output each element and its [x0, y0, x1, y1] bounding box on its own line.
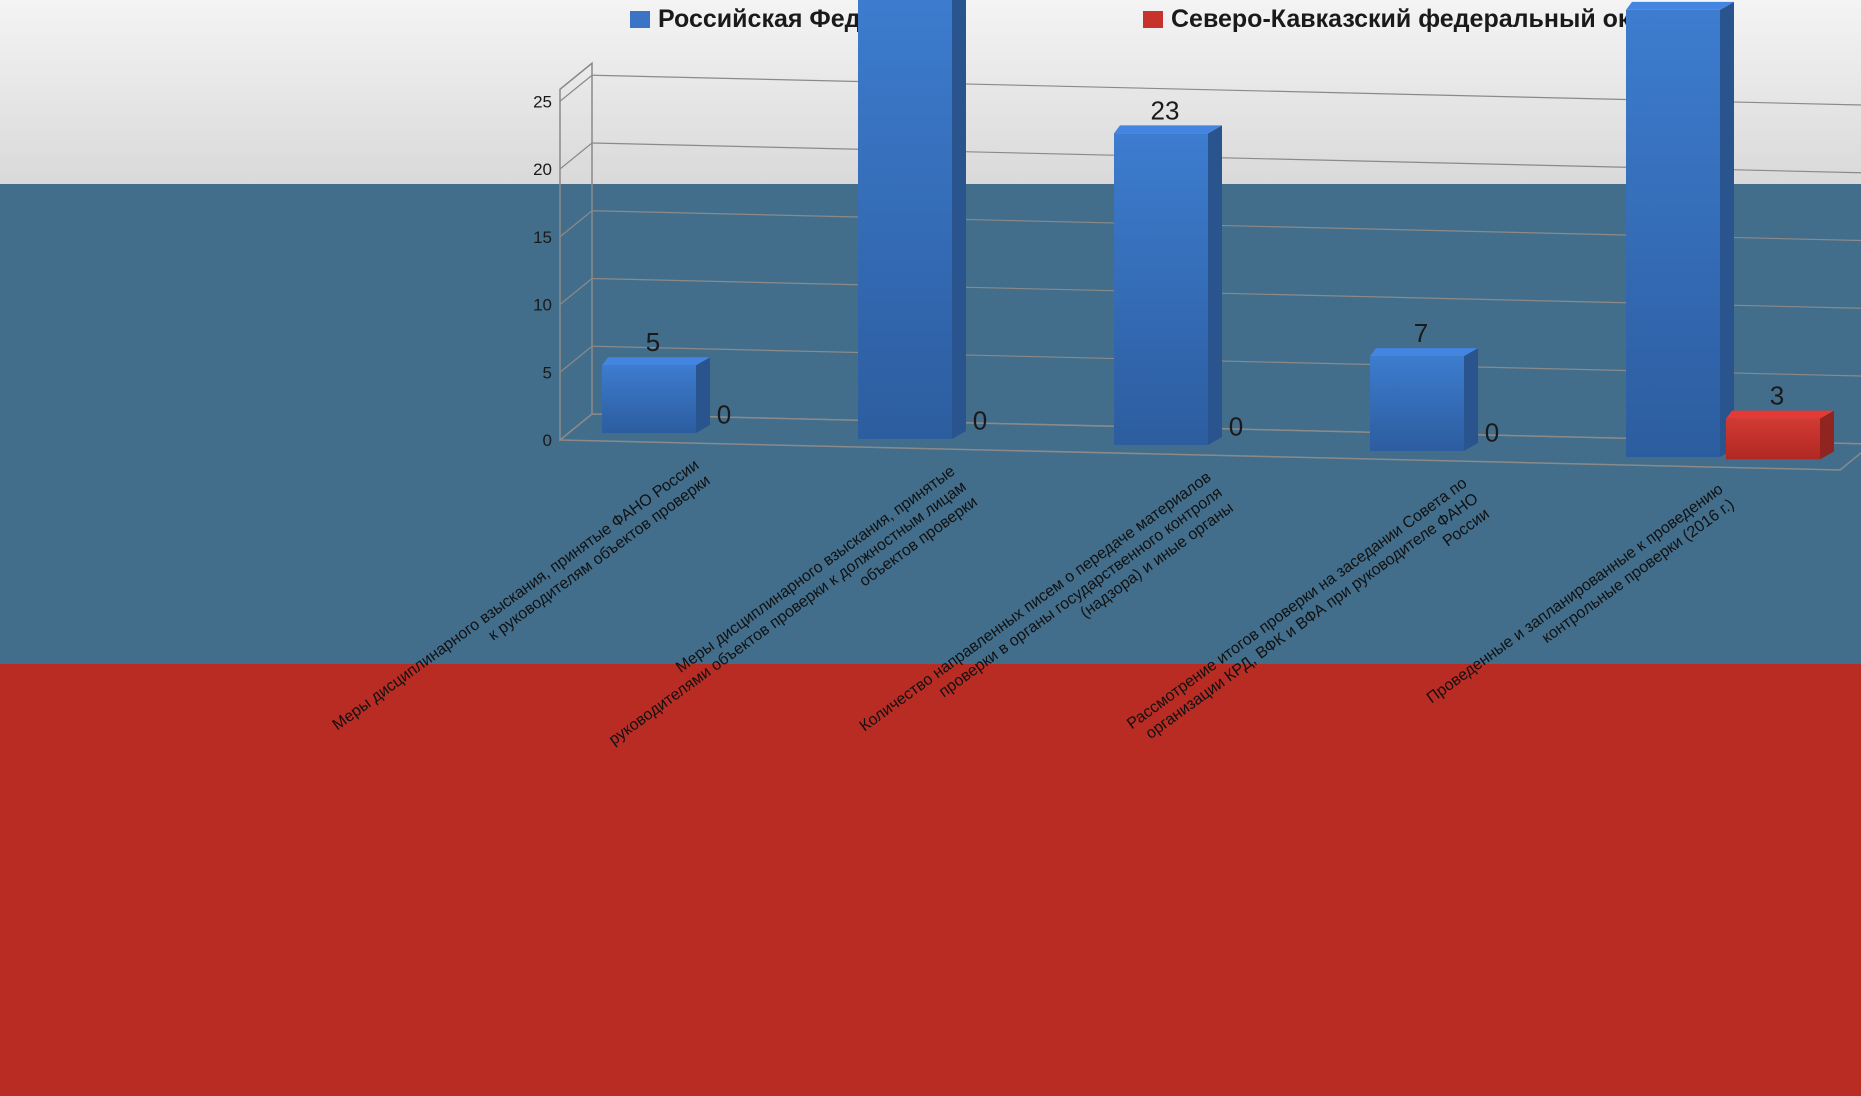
- data-label: 7: [1414, 318, 1428, 348]
- bar-side: [1208, 125, 1222, 445]
- side-gridline: [559, 210, 593, 238]
- side-gridline: [559, 74, 593, 102]
- x-tick-label-line: к руководителям объектов проверки: [486, 472, 714, 644]
- bar-top: [1370, 348, 1478, 357]
- bar-top: [1626, 1, 1734, 10]
- bar-front: [602, 365, 696, 433]
- flag-red-band: [0, 664, 1861, 1096]
- y-tick-label: 20: [533, 160, 552, 179]
- side-gridline: [559, 278, 593, 305]
- bar-front: [1726, 418, 1820, 460]
- bar-side: [1720, 1, 1734, 457]
- bar-top: [1726, 410, 1834, 419]
- data-label: 45: [1663, 0, 1692, 2]
- side-gridline: [559, 413, 593, 441]
- data-label: 0: [717, 399, 731, 429]
- bar-front: [1114, 133, 1208, 445]
- x-tick-label-line: Меры дисциплинарного взыскания, принятые…: [330, 457, 703, 734]
- bar-side: [1820, 410, 1834, 460]
- data-label: 5: [646, 327, 660, 357]
- bar-front: [1626, 9, 1720, 457]
- side-gridline: [559, 345, 593, 373]
- data-label: 0: [1229, 411, 1243, 441]
- side-gridline: [559, 142, 593, 170]
- side-wall: [559, 61, 593, 442]
- y-tick-label: 10: [533, 296, 552, 315]
- legend-swatch-skfo: [1143, 10, 1163, 28]
- x-tick-label-line: Меры дисциплинарного взыскания, принятые: [673, 463, 958, 677]
- bar-top: [602, 357, 710, 366]
- data-label: 0: [973, 405, 987, 435]
- bar-side: [696, 357, 710, 433]
- bar-side: [1464, 348, 1478, 451]
- y-tick-label: 15: [533, 228, 552, 247]
- x-tick-label-line: контрольные проверки (2016 г.): [1539, 496, 1738, 647]
- bar-front: [858, 0, 952, 439]
- y-tick-label: 0: [543, 431, 552, 450]
- bar-side: [952, 0, 966, 439]
- y-tick-label: 25: [533, 92, 552, 111]
- legend-swatch-rf: [630, 10, 650, 28]
- legend-label-skfo: Северо-Кавказский федеральный округ: [1171, 4, 1670, 33]
- x-tick-label-line: проверки в органы государственного контр…: [936, 484, 1225, 701]
- bar-front: [1370, 356, 1464, 451]
- data-label: 23: [1151, 95, 1180, 125]
- y-tick-label: 5: [543, 363, 552, 382]
- bar-top: [1114, 125, 1222, 134]
- data-label: 0: [1485, 417, 1499, 447]
- data-label: 3: [1770, 381, 1784, 411]
- legend-item-skfo: Северо-Кавказский федеральный округ: [1143, 4, 1670, 34]
